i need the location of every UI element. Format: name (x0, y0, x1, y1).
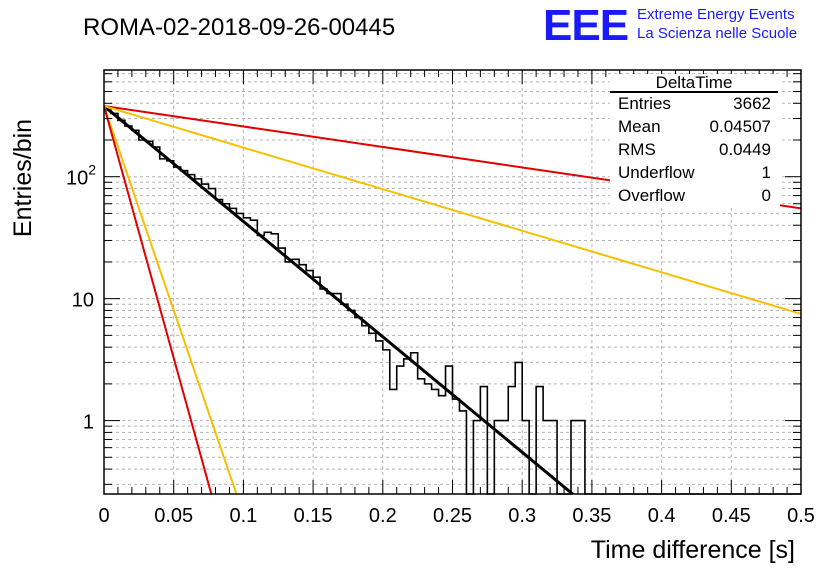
x-tick-label: 0.35 (572, 505, 611, 527)
chart-title: ROMA-02-2018-09-26-00445 (83, 14, 395, 41)
yellow-fit-line (104, 105, 238, 494)
x-tick-label: 0.5 (787, 505, 815, 527)
x-tick-label: 0.15 (294, 505, 333, 527)
x-tick-label: 0.1 (229, 505, 257, 527)
stats-label: Mean (618, 117, 661, 136)
y-tick-label: 102 (66, 162, 96, 190)
tick-labels: 0 0.05 0.1 0.15 0.2 0.25 0.3 0.35 0.4 0.45 0.51101… (66, 162, 815, 527)
yellow-fit-line (104, 105, 801, 315)
stats-value: 1 (762, 163, 771, 182)
x-tick-label: 0.3 (508, 505, 536, 527)
y-tick-label: 10 (72, 290, 94, 312)
stats-box-name: DeltaTime (656, 73, 733, 92)
stats-value: 3662 (733, 94, 771, 113)
stats-label: Overflow (618, 186, 686, 205)
x-tick-label: 0.25 (433, 505, 472, 527)
logo-line-2: La Scienza nelle Scuole (637, 25, 797, 42)
stats-rows: Entries 3662 Mean 0.04507 RMS 0.0449 Underflow… (618, 94, 771, 205)
stats-label: Entries (618, 94, 671, 113)
plot-frame (103, 69, 802, 495)
black-fit-line (104, 104, 575, 494)
logo-mark: EEE (543, 1, 628, 50)
stats-value: 0 (762, 186, 771, 205)
x-tick-label: 0.2 (369, 505, 397, 527)
stats-label: Underflow (618, 163, 695, 182)
stats-value: 0.04507 (710, 117, 771, 136)
red-fit-line (104, 105, 213, 494)
y-axis-title: Entries/bin (9, 119, 37, 237)
x-tick-label: 0 (98, 505, 109, 527)
x-axis-title: Time difference [s] (591, 536, 795, 564)
y-tick-label: 1 (83, 412, 94, 434)
x-tick-label: 0.4 (648, 505, 676, 527)
stats-value: 0.0449 (719, 140, 771, 159)
x-tick-label: 0.05 (154, 505, 193, 527)
logo-line-1: Extreme Energy Events (637, 6, 795, 23)
eee-logo: EEE Extreme Energy Events La Scienza nel… (543, 1, 797, 50)
axis-ticks (103, 70, 802, 494)
stats-box: DeltaTime Entries 3662 Mean 0.04507 RMS 0.044… (610, 73, 780, 208)
x-tick-label: 0.45 (712, 505, 751, 527)
stats-label: RMS (618, 140, 656, 159)
